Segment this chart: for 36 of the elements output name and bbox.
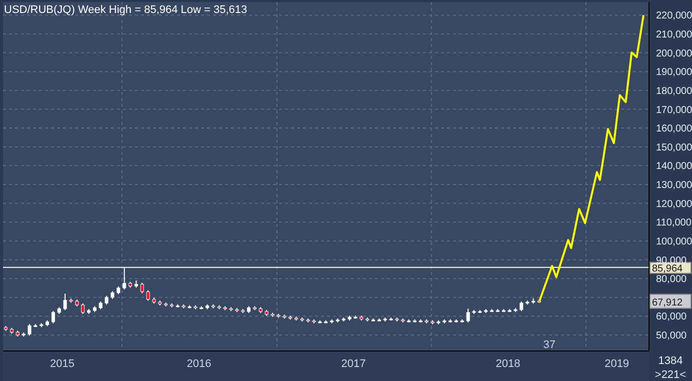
x-tick-label: 2019 — [604, 358, 630, 370]
y-tick-label: 50,000 — [656, 330, 688, 342]
annotation: 37 — [543, 339, 556, 351]
y-tick-label: 220,000 — [656, 10, 692, 22]
y-tick-label: 190,000 — [656, 67, 692, 78]
y-tick-label: 210,000 — [656, 30, 692, 41]
y-tick-label: 100,000 — [656, 236, 692, 248]
y-tick-label: 180,000 — [656, 86, 692, 97]
candlestick — [63, 293, 67, 311]
y-tick-label: 110,000 — [656, 218, 692, 229]
x-tick-label: 2015 — [50, 358, 75, 370]
candlestick — [520, 301, 524, 312]
x-tick-label: 2017 — [341, 358, 366, 370]
x-tick-label: 2016 — [186, 358, 212, 370]
x-tick-label: 2018 — [496, 358, 520, 370]
y-tick-label: 60,000 — [656, 312, 688, 323]
y-tick-label: 140,000 — [656, 161, 692, 172]
ref-line-label: 85,964 — [652, 263, 684, 274]
candlestick — [81, 302, 85, 314]
candlestick — [28, 324, 32, 336]
text: >221< — [654, 369, 686, 381]
chart-title: USD/RUB(JQ) Week High = 85,964 Low = 35,613 — [4, 4, 248, 16]
y-tick-label: 200,000 — [656, 48, 692, 60]
y-tick-label: 120,000 — [656, 198, 692, 210]
text: 1384 — [658, 355, 683, 367]
candlestick — [140, 282, 144, 294]
y-tick-label: 160,000 — [656, 124, 692, 135]
y-tick-label: 130,000 — [656, 180, 692, 192]
y-tick-label: 150,000 — [656, 142, 692, 154]
text: 67,912 — [652, 297, 684, 308]
candlestick — [466, 308, 470, 323]
candlestick — [51, 310, 55, 324]
candlestick — [146, 290, 150, 302]
y-tick-label: 170,000 — [656, 104, 692, 116]
line-series — [538, 14, 644, 302]
y-tick-label: 80,000 — [656, 274, 688, 286]
